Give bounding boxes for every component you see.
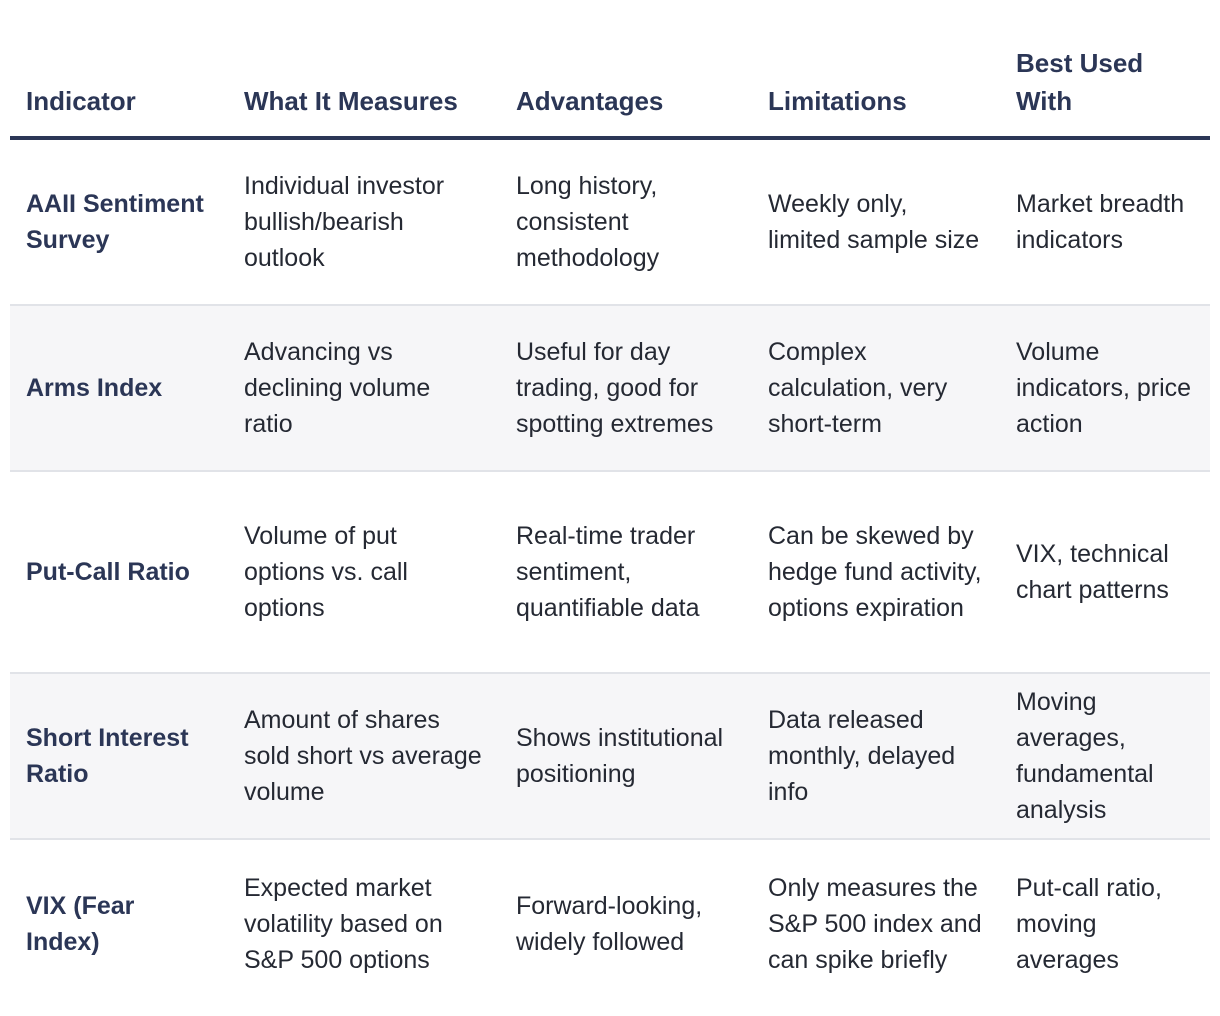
limitations-cell: Weekly only, limited sample size — [752, 138, 1000, 306]
table-row: Short Interest Ratio Amount of shares so… — [10, 673, 1210, 840]
best-used-with-cell: Volume indicators, price action — [1000, 305, 1210, 472]
best-used-with-cell: VIX, technical chart patterns — [1000, 471, 1210, 674]
header-row: Indicator What It Measures Advantages Li… — [10, 44, 1210, 140]
table-row: Put-Call Ratio Volume of put options vs.… — [10, 471, 1210, 674]
indicator-cell: AAII Sentiment Survey — [10, 138, 228, 306]
advantages-cell: Real-time trader sentiment, quantifiable… — [500, 471, 752, 674]
measures-cell: Advancing vs declining volume ratio — [228, 305, 500, 472]
column-header-what-it-measures: What It Measures — [228, 44, 500, 140]
best-used-with-cell: Moving averages, fundamental analysis — [1000, 673, 1210, 840]
indicator-cell: Arms Index — [10, 305, 228, 472]
limitations-cell: Data released monthly, delayed info — [752, 673, 1000, 840]
measures-cell: Individual investor bullish/bearish outl… — [228, 138, 500, 306]
advantages-cell: Shows institutional positioning — [500, 673, 752, 840]
indicator-cell: VIX (Fear Index) — [26, 892, 135, 956]
measures-cell: Expected market volatility based on S&P … — [244, 874, 443, 974]
limitations-cell: Complex calculation, very short-term — [752, 305, 1000, 472]
indicator-cell: Put-Call Ratio — [10, 471, 228, 674]
table-row: Arms Index Advancing vs declining volume… — [10, 305, 1210, 472]
advantages-cell: Useful for day trading, good for spottin… — [500, 305, 752, 472]
indicator-cell: Short Interest Ratio — [10, 673, 228, 840]
best-used-with-cell: Put-call ratio, moving averages — [1016, 874, 1162, 974]
measures-cell: Volume of put options vs. call options — [228, 471, 500, 674]
column-header-limitations: Limitations — [752, 44, 1000, 140]
table-header: Indicator What It Measures Advantages Li… — [10, 44, 1210, 140]
table-row: VIX (Fear Index) Expected market volatil… — [10, 839, 1210, 1008]
comparison-table-container: Indicator What It Measures Advantages Li… — [10, 44, 1210, 1008]
measures-cell: Amount of shares sold short vs average v… — [228, 673, 500, 840]
column-header-advantages: Advantages — [500, 44, 752, 140]
sentiment-indicators-table: Indicator What It Measures Advantages Li… — [10, 44, 1210, 1008]
table-row: AAII Sentiment Survey Individual investo… — [10, 138, 1210, 306]
column-header-best-used-with: Best Used With — [1000, 44, 1210, 140]
limitations-cell: Can be skewed by hedge fund activity, op… — [752, 471, 1000, 674]
table-body: AAII Sentiment Survey Individual investo… — [10, 138, 1210, 1008]
advantages-cell: Forward-looking, widely followed — [516, 892, 703, 956]
best-used-with-cell: Market breadth indicators — [1000, 138, 1210, 306]
column-header-indicator: Indicator — [10, 44, 228, 140]
advantages-cell: Long history, consistent methodology — [500, 138, 752, 306]
limitations-cell: Only measures the S&P 500 index and can … — [768, 874, 982, 974]
